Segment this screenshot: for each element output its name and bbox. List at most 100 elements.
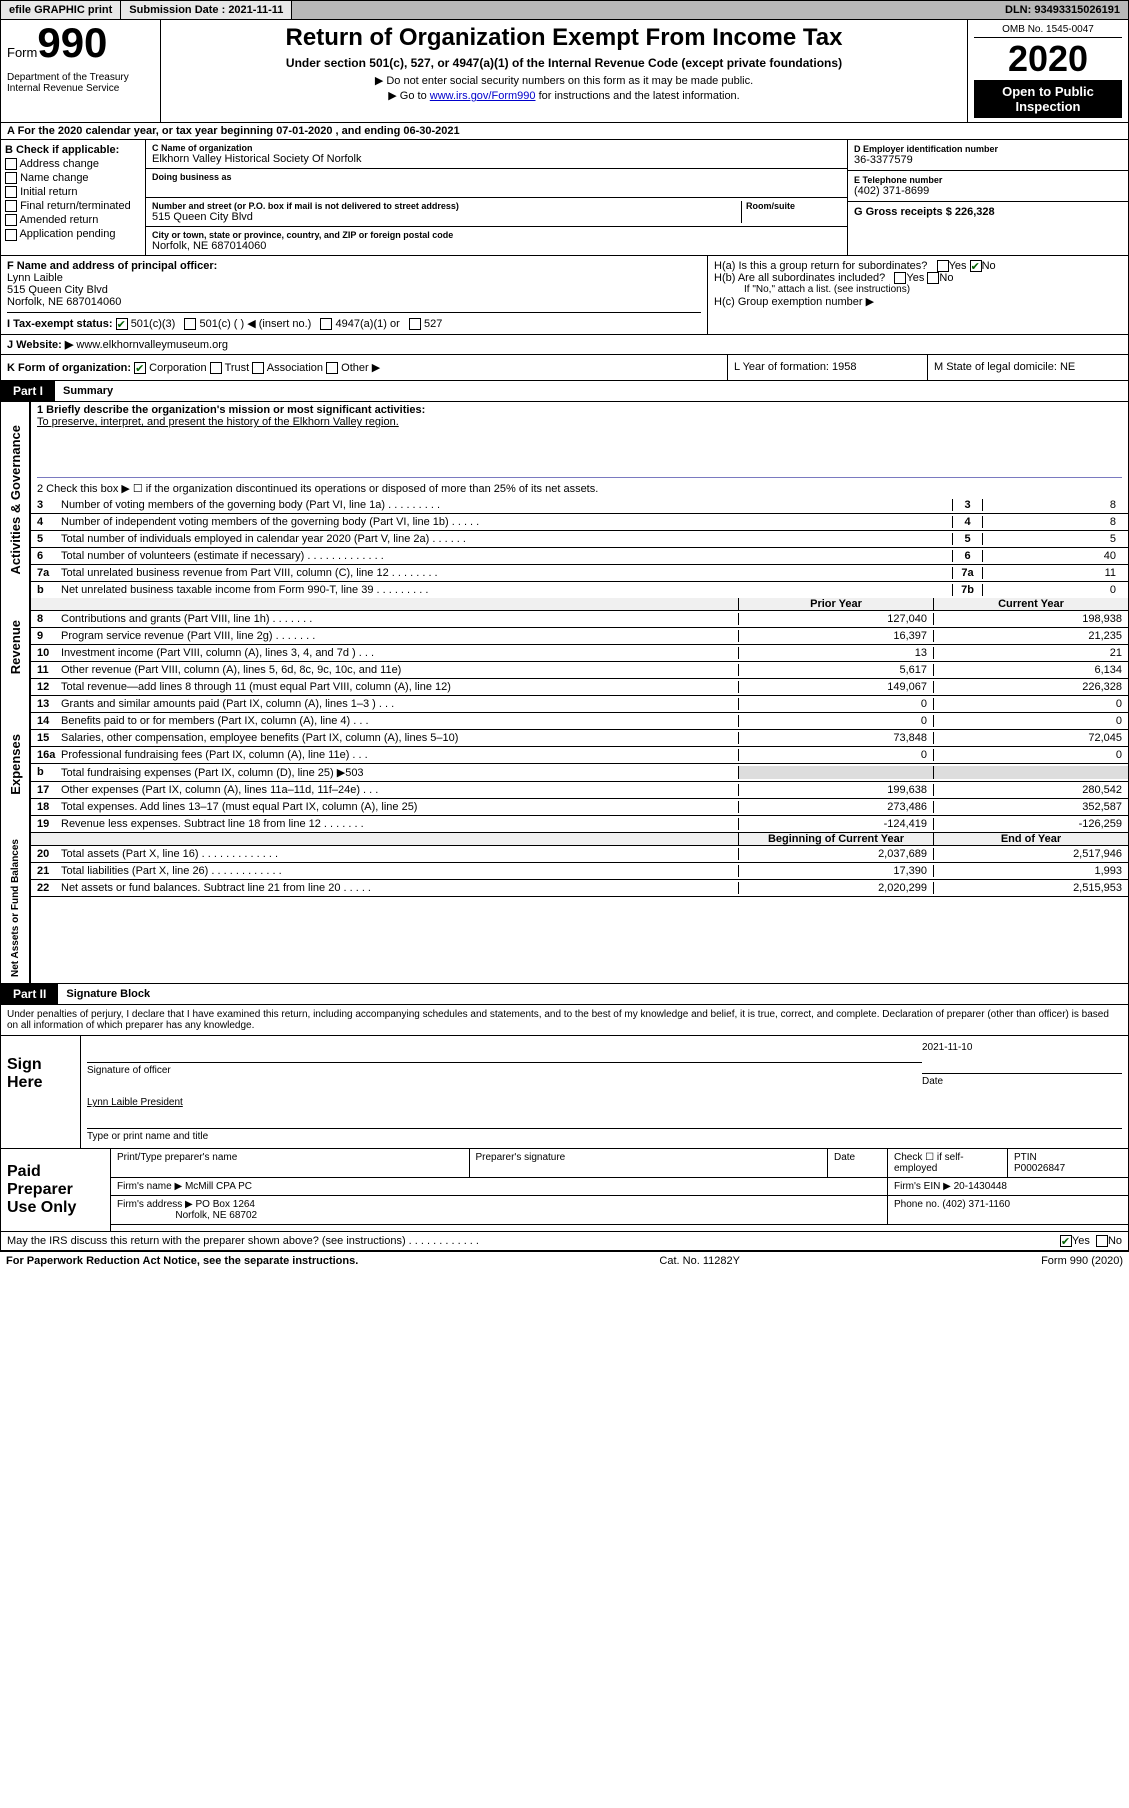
hb-label: H(b) Are all subordinates included? Yes … <box>714 272 1122 284</box>
hb-note: If "No," attach a list. (see instruction… <box>714 284 1122 295</box>
signature-block: Under penalties of perjury, I declare th… <box>0 1005 1129 1251</box>
state-domicile: M State of legal domicile: NE <box>928 355 1128 380</box>
gross-receipts: G Gross receipts $ 226,328 <box>854 206 995 218</box>
officer-addr2: Norfolk, NE 687014060 <box>7 296 121 308</box>
line-a: A For the 2020 calendar year, or tax yea… <box>0 123 1129 140</box>
ein-label: D Employer identification number <box>854 144 1122 154</box>
form-number: 990 <box>37 19 107 66</box>
vlabel-expenses: Expenses <box>6 728 25 801</box>
data-row: 15Salaries, other compensation, employee… <box>31 730 1128 747</box>
ha-no[interactable] <box>970 260 982 272</box>
paid-preparer-label: Paid Preparer Use Only <box>1 1149 111 1231</box>
officer-name: Lynn Laible <box>7 272 63 284</box>
website-value: www.elkhornvalleymuseum.org <box>73 339 228 351</box>
dln-label: DLN: 93493315026191 <box>997 1 1128 19</box>
data-row: 13Grants and similar amounts paid (Part … <box>31 696 1128 713</box>
form-title: Return of Organization Exempt From Incom… <box>167 24 961 52</box>
data-row: 8Contributions and grants (Part VIII, li… <box>31 611 1128 628</box>
data-row: 18Total expenses. Add lines 13–17 (must … <box>31 799 1128 816</box>
firm-addr1: PO Box 1264 <box>196 1199 255 1210</box>
ein-value: 36-3377579 <box>854 154 1122 166</box>
hb-yes[interactable] <box>894 272 906 284</box>
vlabel-activities: Activities & Governance <box>6 419 25 581</box>
tel-value: (402) 371-8699 <box>854 185 1122 197</box>
data-row: 9Program service revenue (Part VIII, lin… <box>31 628 1128 645</box>
sig-officer-label: Signature of officer <box>87 1062 922 1076</box>
row-klm: K Form of organization: Corporation Trus… <box>0 355 1129 381</box>
firm-name: McMill CPA PC <box>185 1181 252 1192</box>
vlabel-netassets: Net Assets or Fund Balances <box>8 833 23 983</box>
cb-initial-return[interactable]: Initial return <box>5 186 141 198</box>
footer-right: Form 990 (2020) <box>1041 1255 1123 1267</box>
cb-501c[interactable] <box>184 318 196 330</box>
data-row: 17Other expenses (Part IX, column (A), l… <box>31 782 1128 799</box>
cb-527[interactable] <box>409 318 421 330</box>
sig-name: Lynn Laible President <box>87 1097 183 1108</box>
data-row: 20Total assets (Part X, line 16) . . . .… <box>31 846 1128 863</box>
data-row: 19Revenue less expenses. Subtract line 1… <box>31 816 1128 833</box>
footer-center: Cat. No. 11282Y <box>659 1255 740 1267</box>
form-subtitle: Under section 501(c), 527, or 4947(a)(1)… <box>167 56 961 70</box>
org-name-label: C Name of organization <box>152 143 841 153</box>
cb-assoc[interactable] <box>252 362 264 374</box>
cb-corp[interactable] <box>134 362 146 374</box>
cb-amended[interactable]: Amended return <box>5 214 141 226</box>
cb-4947[interactable] <box>320 318 332 330</box>
submission-date-button[interactable]: Submission Date : 2021-11-11 <box>121 1 292 19</box>
part1-header: Part ISummary <box>0 381 1129 402</box>
irs-link[interactable]: www.irs.gov/Form990 <box>430 90 536 102</box>
cb-address-change[interactable]: Address change <box>5 158 141 170</box>
row-f-h: F Name and address of principal officer:… <box>0 256 1129 335</box>
hc-label: H(c) Group exemption number ▶ <box>714 295 1122 308</box>
part2-header: Part IISignature Block <box>0 984 1129 1005</box>
cb-final-return[interactable]: Final return/terminated <box>5 200 141 212</box>
sig-date: 2021-11-10 <box>922 1042 1122 1053</box>
section-revenue: Revenue Prior YearCurrent Year 8Contribu… <box>0 598 1129 696</box>
street-address: 515 Queen City Blvd <box>152 211 741 223</box>
sign-here-label: Sign Here <box>1 1036 81 1148</box>
data-row: 16aProfessional fundraising fees (Part I… <box>31 747 1128 764</box>
officer-addr1: 515 Queen City Blvd <box>7 284 108 296</box>
form-header: Form990 Department of the Treasury Inter… <box>0 20 1129 123</box>
page-footer: For Paperwork Reduction Act Notice, see … <box>0 1251 1129 1270</box>
col-b-label: B Check if applicable: <box>5 144 119 156</box>
cb-name-change[interactable]: Name change <box>5 172 141 184</box>
info-block: B Check if applicable: Address change Na… <box>0 140 1129 256</box>
discuss-yes[interactable] <box>1060 1235 1072 1247</box>
hb-no[interactable] <box>927 272 939 284</box>
ha-yes[interactable] <box>937 260 949 272</box>
data-row: 10Investment income (Part VIII, column (… <box>31 645 1128 662</box>
discuss-label: May the IRS discuss this return with the… <box>7 1235 1060 1247</box>
data-row: bTotal fundraising expenses (Part IX, co… <box>31 764 1128 782</box>
cb-trust[interactable] <box>210 362 222 374</box>
tax-status-label: I Tax-exempt status: <box>7 318 113 330</box>
form-word: Form <box>7 45 37 60</box>
data-row: 22Net assets or fund balances. Subtract … <box>31 880 1128 897</box>
city-state-zip: Norfolk, NE 687014060 <box>152 240 841 252</box>
cb-501c3[interactable] <box>116 318 128 330</box>
section-netassets: Net Assets or Fund Balances Beginning of… <box>0 833 1129 984</box>
officer-label: F Name and address of principal officer: <box>7 260 217 272</box>
firm-ein: 20-1430448 <box>954 1181 1007 1192</box>
room-label: Room/suite <box>746 201 841 211</box>
ptin-value: P00026847 <box>1014 1163 1065 1174</box>
dept-label: Department of the Treasury Internal Reve… <box>7 72 154 94</box>
section-ag: Activities & Governance 1 Briefly descri… <box>0 402 1129 598</box>
city-label: City or town, state or province, country… <box>152 230 841 240</box>
discuss-no[interactable] <box>1096 1235 1108 1247</box>
omb-number: OMB No. 1545-0047 <box>974 24 1122 38</box>
cb-other[interactable] <box>326 362 338 374</box>
efile-print-button[interactable]: efile GRAPHIC print <box>1 1 121 19</box>
sig-name-label: Type or print name and title <box>87 1128 1122 1142</box>
note-link: ▶ Go to www.irs.gov/Form990 for instruct… <box>167 89 961 102</box>
addr-label: Number and street (or P.O. box if mail i… <box>152 201 741 211</box>
section-expenses: Expenses 13Grants and similar amounts pa… <box>0 696 1129 833</box>
vlabel-revenue: Revenue <box>6 614 25 680</box>
note-ssn: ▶ Do not enter social security numbers o… <box>167 74 961 87</box>
q2-label: 2 Check this box ▶ ☐ if the organization… <box>37 482 1122 495</box>
firm-phone: (402) 371-1160 <box>942 1199 1010 1210</box>
ha-label: H(a) Is this a group return for subordin… <box>714 260 1122 272</box>
open-inspection: Open to Public Inspection <box>974 80 1122 118</box>
cb-app-pending[interactable]: Application pending <box>5 228 141 240</box>
tel-label: E Telephone number <box>854 175 1122 185</box>
